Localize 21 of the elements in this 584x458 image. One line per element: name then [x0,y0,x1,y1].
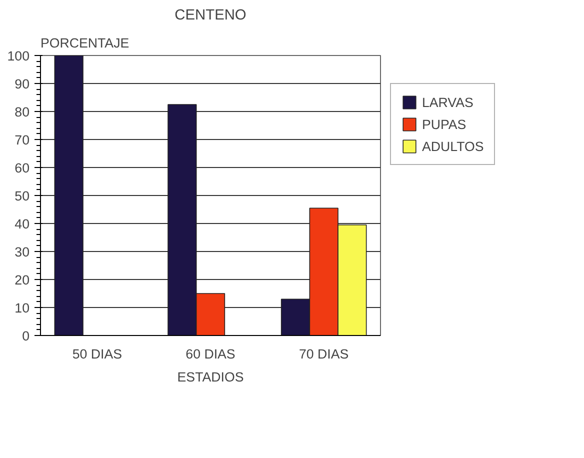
legend-label: LARVAS [422,94,474,110]
y-tick-label: 70 [14,132,30,148]
legend-label: PUPAS [422,116,466,132]
y-tick-label: 40 [14,216,30,232]
chart-title: CENTENO [174,8,246,24]
x-tick-label: 50 DIAS [72,346,122,362]
y-tick-label: 90 [14,76,30,92]
y-tick-label: 20 [14,272,30,288]
x-tick-label: 60 DIAS [186,346,236,362]
bar [54,56,84,336]
y-tick-label: 10 [14,300,30,316]
y-tick-label: 0 [22,328,30,344]
y-tick-label: 30 [14,244,30,260]
legend-label: ADULTOS [422,138,484,154]
y-tick-label: 100 [7,48,30,64]
x-axis-title: ESTADIOS [177,370,244,384]
y-tick-label: 50 [14,188,30,204]
y-axis-title: PORCENTAJE [40,36,130,50]
y-tick-label: 80 [14,104,30,120]
x-tick-label: 70 DIAS [299,346,349,362]
y-tick-label: 60 [14,160,30,176]
